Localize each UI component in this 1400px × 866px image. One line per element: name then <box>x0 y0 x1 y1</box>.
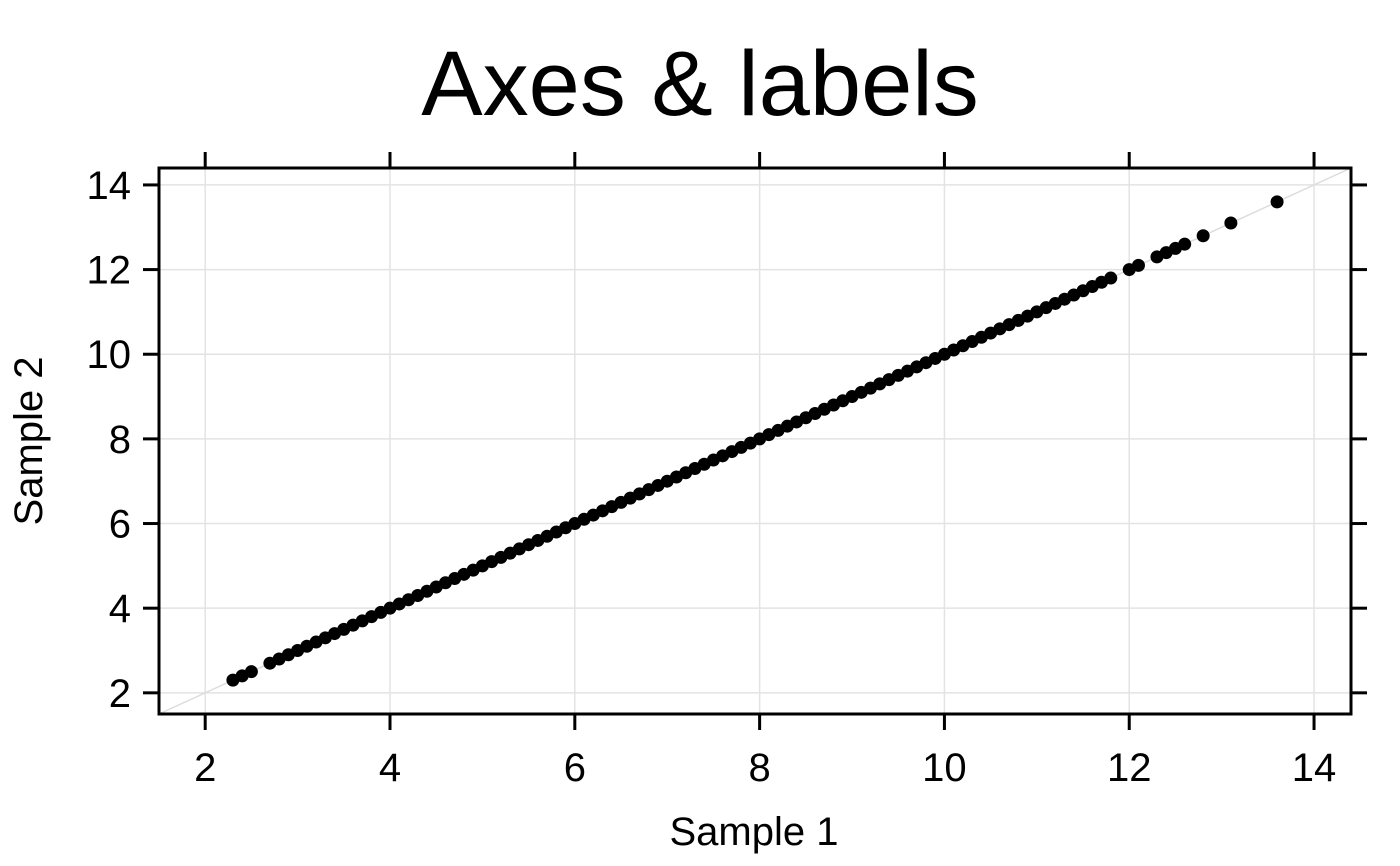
plot-frame <box>157 166 1353 716</box>
y-tick-label: 2 <box>109 672 131 716</box>
x-tick-label: 8 <box>748 746 770 790</box>
y-tick-label: 8 <box>109 418 131 462</box>
chart-title: Axes & labels <box>421 33 978 135</box>
grid <box>159 168 1351 714</box>
x-tick-label: 2 <box>194 746 216 790</box>
y-tick-label: 6 <box>109 503 131 547</box>
data-point <box>1131 258 1145 272</box>
y-tick-label: 4 <box>109 587 131 631</box>
points <box>226 195 1284 687</box>
data-point <box>1178 237 1192 251</box>
x-tick-label: 6 <box>564 746 586 790</box>
y-tick-label: 10 <box>87 333 132 377</box>
data-point <box>1196 229 1210 243</box>
y-tick-label: 12 <box>87 249 132 293</box>
data-point <box>244 665 258 679</box>
y-tick-label: 14 <box>87 164 132 208</box>
x-tick-label: 14 <box>1292 746 1337 790</box>
data-point <box>1104 271 1118 285</box>
x-tick-label: 12 <box>1107 746 1152 790</box>
x-tick-label: 10 <box>922 746 967 790</box>
x-axis-label: Sample 1 <box>670 810 839 854</box>
y-tick-labels: 2 4 6 8 10 12 14 <box>87 164 132 716</box>
y-axis-label: Sample 2 <box>7 357 51 526</box>
data-point <box>1224 216 1238 230</box>
x-tick-label: 4 <box>379 746 401 790</box>
tick-marks <box>143 152 1367 730</box>
data-point <box>1270 195 1284 209</box>
x-tick-labels: 2 4 6 8 10 12 14 <box>194 746 1336 790</box>
